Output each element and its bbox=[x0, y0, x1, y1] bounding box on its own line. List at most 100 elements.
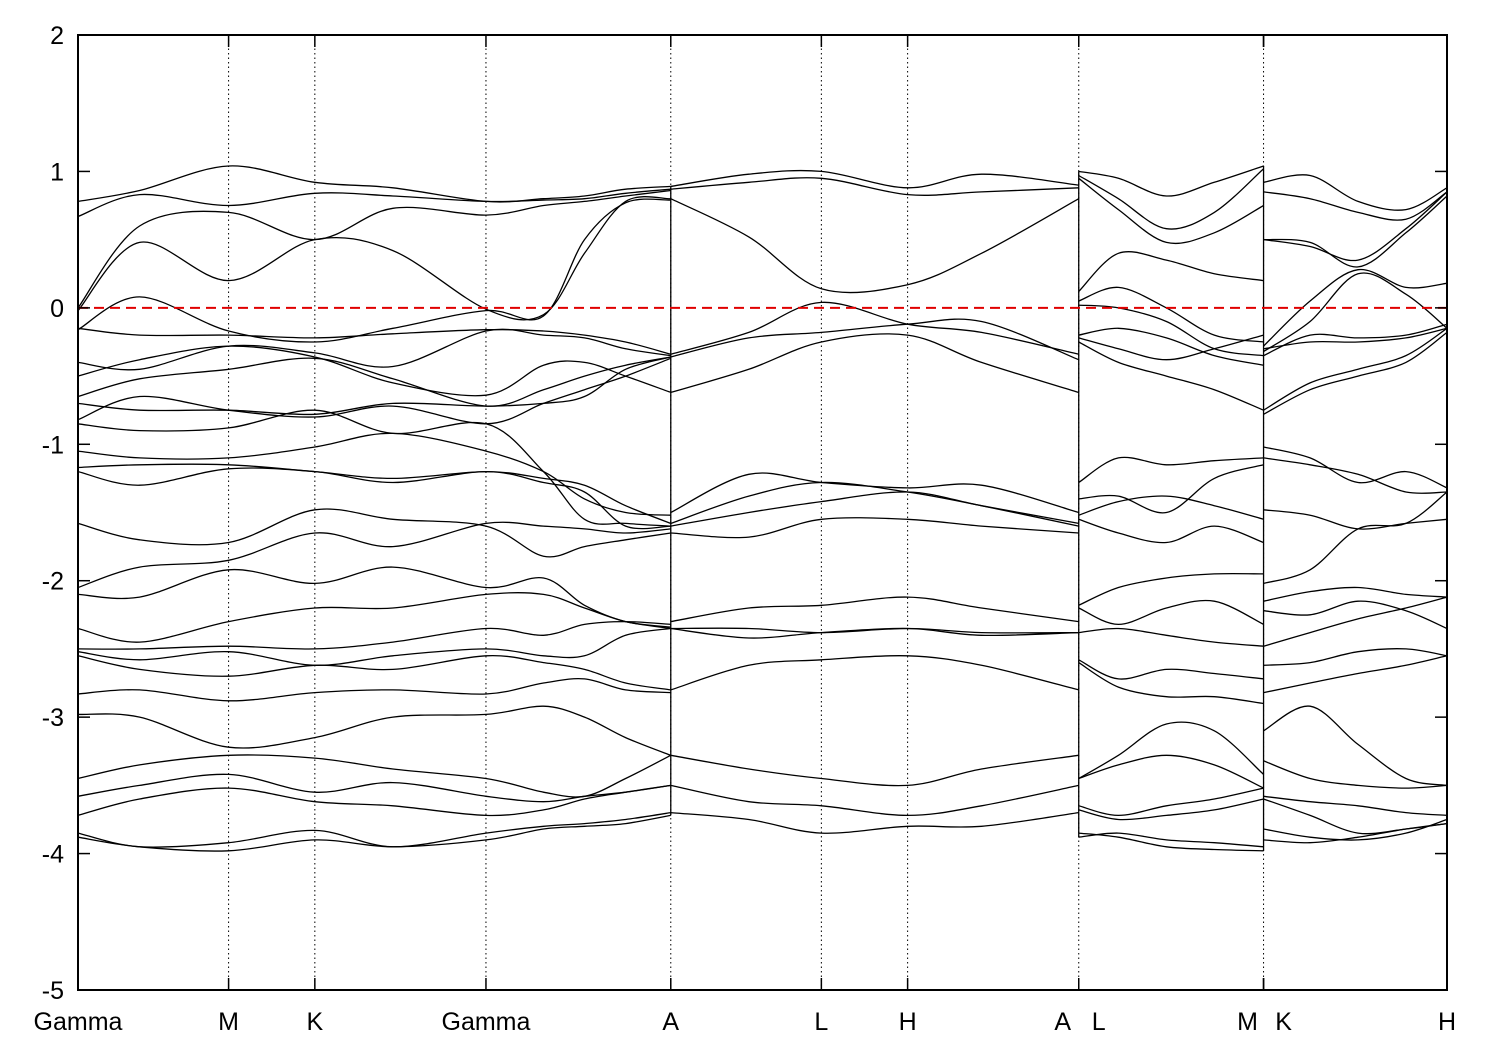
band-line bbox=[1263, 655, 1448, 694]
band-line bbox=[670, 491, 1079, 527]
band-line bbox=[77, 705, 672, 756]
band-line bbox=[670, 177, 1079, 196]
band-line bbox=[77, 773, 671, 803]
band-line bbox=[77, 508, 671, 558]
band-line bbox=[1263, 331, 1448, 415]
band-line bbox=[1263, 648, 1448, 666]
band-line bbox=[77, 592, 671, 643]
band-line bbox=[670, 169, 1079, 189]
band-line bbox=[1078, 599, 1264, 626]
y-tick-label: -1 bbox=[42, 431, 64, 459]
band-line bbox=[77, 356, 671, 416]
y-tick-label: -5 bbox=[42, 977, 64, 1005]
x-tick-label: A bbox=[662, 1008, 679, 1036]
band-line bbox=[1078, 168, 1265, 230]
y-tick-label: -2 bbox=[42, 568, 64, 596]
band-line bbox=[1263, 795, 1448, 817]
band-line bbox=[670, 333, 1079, 394]
band-line bbox=[77, 620, 671, 650]
band-line bbox=[1263, 491, 1448, 585]
band-line bbox=[77, 432, 671, 516]
x-tick-label: M bbox=[218, 1008, 239, 1036]
x-tick-label: L bbox=[814, 1008, 828, 1036]
band-line bbox=[77, 521, 671, 589]
band-line bbox=[1078, 334, 1264, 361]
band-line bbox=[77, 678, 671, 702]
band-line bbox=[77, 328, 671, 371]
band-line bbox=[1078, 787, 1264, 817]
band-line bbox=[1078, 721, 1265, 780]
band-line bbox=[1263, 174, 1448, 211]
y-tick-label: -4 bbox=[42, 841, 64, 869]
band-line bbox=[77, 198, 671, 343]
band-line bbox=[77, 188, 671, 218]
x-tick-label: H bbox=[899, 1008, 917, 1036]
band-line bbox=[1078, 251, 1264, 292]
x-tick-label: H bbox=[1438, 1008, 1456, 1036]
band-line bbox=[77, 196, 671, 321]
band-line bbox=[77, 327, 671, 355]
band-line bbox=[1263, 760, 1448, 789]
x-tick-label: A bbox=[1054, 1008, 1071, 1036]
band-line bbox=[1263, 191, 1448, 221]
band-line bbox=[670, 654, 1079, 691]
band-line bbox=[77, 356, 671, 407]
band-line bbox=[1263, 818, 1448, 841]
x-tick-label: L bbox=[1092, 1008, 1106, 1036]
band-line bbox=[77, 467, 671, 530]
band-line bbox=[670, 318, 1079, 361]
band-line bbox=[77, 784, 671, 817]
band-line bbox=[77, 463, 672, 525]
band-line bbox=[670, 517, 1079, 539]
band-line bbox=[670, 627, 1079, 634]
band-line bbox=[1078, 662, 1264, 705]
axes bbox=[77, 34, 1448, 991]
band-line bbox=[670, 301, 1079, 355]
band-line bbox=[77, 345, 672, 397]
band-line bbox=[1263, 323, 1448, 357]
band-line bbox=[1078, 165, 1264, 197]
band-line bbox=[1263, 446, 1448, 489]
y-tick-label: 1 bbox=[50, 158, 64, 186]
band-line bbox=[670, 596, 1079, 623]
band-line bbox=[77, 566, 671, 628]
x-tick-label: Gamma bbox=[34, 1008, 123, 1036]
band-line bbox=[670, 811, 1079, 834]
band-line bbox=[670, 627, 1079, 639]
band-line bbox=[1263, 195, 1448, 268]
band-line bbox=[77, 655, 671, 691]
band-line bbox=[1078, 495, 1264, 520]
band-line bbox=[1078, 327, 1264, 366]
band-line bbox=[1078, 832, 1264, 852]
y-tick-label: 2 bbox=[50, 22, 64, 50]
band-line bbox=[77, 357, 672, 425]
x-tick-label: K bbox=[1275, 1008, 1292, 1036]
y-tick-label: -3 bbox=[42, 704, 64, 732]
band-line bbox=[1078, 627, 1264, 647]
plot-frame bbox=[77, 34, 1448, 991]
band-line bbox=[1078, 659, 1264, 680]
band-line bbox=[1078, 464, 1264, 514]
band-line bbox=[1263, 269, 1448, 347]
band-line bbox=[77, 754, 672, 798]
band-line bbox=[1078, 572, 1264, 606]
band-line bbox=[1078, 832, 1264, 848]
band-line bbox=[670, 754, 1079, 787]
band-line bbox=[670, 198, 1080, 294]
band-line bbox=[1263, 600, 1448, 630]
band-line bbox=[1263, 596, 1448, 647]
band-line bbox=[77, 189, 671, 309]
band-line bbox=[1078, 456, 1264, 484]
band-lines bbox=[77, 165, 1448, 852]
band-line bbox=[77, 627, 671, 666]
band-line bbox=[1263, 457, 1448, 494]
band-line bbox=[77, 409, 671, 527]
x-tick-label: M bbox=[1237, 1008, 1258, 1036]
band-line bbox=[1263, 705, 1448, 787]
x-tick-label: Gamma bbox=[442, 1008, 531, 1036]
band-line bbox=[77, 814, 671, 852]
band-line bbox=[1263, 327, 1448, 411]
